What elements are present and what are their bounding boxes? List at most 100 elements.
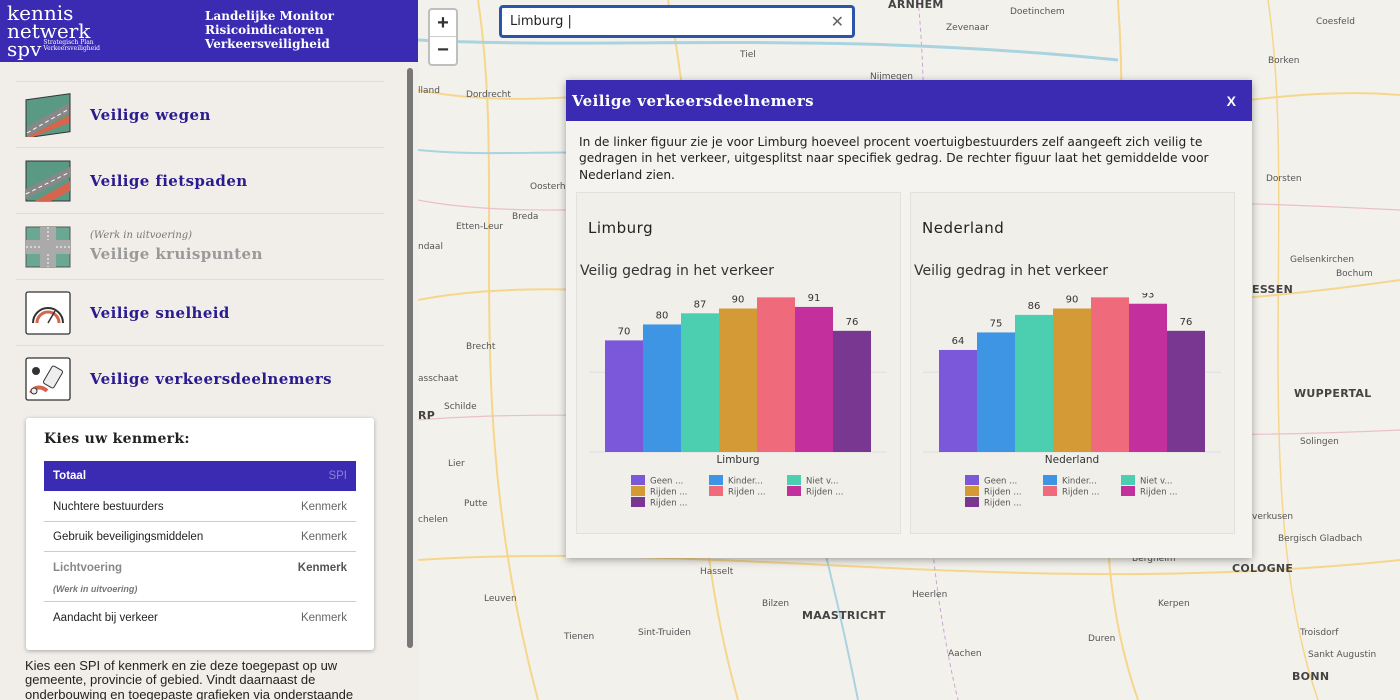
bar[interactable]: [939, 349, 977, 452]
data-label: 90: [732, 295, 745, 306]
bar[interactable]: [977, 332, 1015, 452]
legend-swatch[interactable]: [1121, 486, 1135, 496]
bar[interactable]: [757, 297, 795, 452]
legend-label: Rijden ...: [1062, 488, 1099, 498]
legend-swatch[interactable]: [631, 486, 645, 496]
map-label: Nijmegen: [870, 72, 913, 82]
bar[interactable]: [795, 306, 833, 452]
legend-swatch[interactable]: [631, 475, 645, 485]
kenmerk-label: Aandacht bij verkeer: [53, 612, 158, 624]
data-label: 87: [694, 299, 707, 310]
modal-header: Veilige verkeersdeelnemers X: [566, 80, 1252, 121]
menu-item-veilige-fietspaden[interactable]: Veilige fietspaden: [16, 147, 384, 213]
map-label: Leuven: [484, 594, 517, 604]
map-label: Troisdorf: [1300, 628, 1339, 638]
menu-item-veilige-snelheid[interactable]: Veilige snelheid: [16, 279, 384, 345]
theme-menu: Veilige wegen Veilige fietspaden (Werk i…: [16, 81, 384, 411]
legend-swatch[interactable]: [709, 486, 723, 496]
modal-description: In de linker figuur zie je voor Limburg …: [579, 135, 1209, 182]
legend-swatch[interactable]: [1043, 486, 1057, 496]
app-title-line: Risicoindicatoren Verkeersveiligheid: [205, 23, 330, 51]
legend-swatch[interactable]: [787, 475, 801, 485]
map-label: Doetinchem: [1010, 7, 1065, 17]
menu-item-veilige-kruispunten[interactable]: (Werk in uitvoering) Veilige kruispunten: [16, 213, 384, 279]
map-label: ESSEN: [1252, 283, 1294, 296]
logo[interactable]: kennis netwerk spv Strategisch Plan Verke…: [0, 3, 100, 59]
map-label: Lier: [448, 459, 465, 469]
kenmerk-row[interactable]: Nuchtere bestuurders Kenmerk: [44, 492, 356, 522]
legend-label: Rijden ...: [650, 488, 687, 498]
kenmerk-row[interactable]: Lichtvoering (Werk in uitvoering) Kenmer…: [44, 552, 356, 602]
legend-swatch[interactable]: [965, 486, 979, 496]
menu-item-veilige-wegen[interactable]: Veilige wegen: [16, 81, 384, 147]
map-label: Schilde: [444, 402, 477, 412]
map-label: asschaat: [418, 374, 459, 384]
zoom-in-button[interactable]: +: [430, 10, 456, 37]
road-icon: [24, 92, 72, 138]
map-label: Oosterhout: [530, 182, 581, 192]
bar[interactable]: [833, 330, 871, 452]
bar[interactable]: [643, 324, 681, 452]
legend-swatch[interactable]: [965, 497, 979, 507]
menu-item-label: Veilige wegen: [90, 105, 211, 124]
legend-label: Geen ...: [650, 477, 683, 487]
bar[interactable]: [719, 308, 757, 452]
logo-line: netwerk: [7, 18, 91, 43]
map-label: Brecht: [466, 342, 496, 352]
bike-path-icon: [24, 158, 72, 204]
bar[interactable]: [1091, 297, 1129, 452]
legend-swatch[interactable]: [965, 475, 979, 485]
kenmerk-label: Gebruik beveiligingsmiddelen: [53, 530, 204, 543]
map-label: lland: [418, 86, 440, 96]
menu-item-label: Veilige fietspaden: [90, 171, 248, 190]
header: kennis netwerk spv Strategisch Plan Verke…: [0, 0, 418, 62]
data-label: 76: [846, 317, 859, 328]
map-label: Solingen: [1300, 437, 1339, 447]
zoom-out-button[interactable]: −: [437, 39, 449, 61]
info-modal: Veilige verkeersdeelnemers X In de linke…: [566, 80, 1252, 558]
kenmerk-tag: Kenmerk: [297, 562, 347, 574]
clear-search-icon[interactable]: ✕: [830, 13, 844, 31]
legend-swatch[interactable]: [1043, 475, 1057, 485]
map-label: COLOGNE: [1232, 562, 1294, 575]
legend-label: Niet v...: [1140, 477, 1172, 487]
legend-label: Rijden ...: [1140, 488, 1177, 498]
search-box: ✕: [499, 5, 855, 38]
legend-swatch[interactable]: [631, 497, 645, 507]
map-label: Coesfeld: [1316, 17, 1355, 27]
kenmerk-tag: Kenmerk: [300, 530, 347, 543]
legend-label: Rijden ...: [806, 488, 843, 498]
chart-subtitle: Veilig gedrag in het verkeer: [580, 263, 775, 279]
map-label: Etten-Leur: [456, 222, 504, 232]
bar[interactable]: [605, 340, 643, 452]
intersection-icon: [24, 224, 72, 270]
legend-swatch[interactable]: [709, 475, 723, 485]
map-label: Bergisch Gladbach: [1278, 534, 1363, 544]
bar[interactable]: [1167, 330, 1205, 452]
data-label: 64: [952, 336, 965, 347]
bar[interactable]: [1129, 303, 1167, 452]
kenmerk-tag: SPI: [328, 470, 347, 482]
map-label: Dordrecht: [466, 90, 511, 100]
sidebar: kennis netwerk spv Strategisch Plan Verke…: [0, 0, 418, 700]
legend-swatch[interactable]: [787, 486, 801, 496]
sidebar-scrollbar[interactable]: [407, 68, 413, 648]
map-label: Bochum: [1336, 269, 1373, 279]
data-label: 97: [1104, 293, 1117, 294]
kenmerk-card: Kies uw kenmerk: Totaal SPI Nuchtere bes…: [26, 418, 374, 650]
bar[interactable]: [681, 313, 719, 452]
road-users-icon: [24, 356, 72, 402]
legend-label: Geen ...: [984, 477, 1017, 487]
close-button[interactable]: X: [1226, 92, 1236, 109]
bar[interactable]: [1015, 314, 1053, 452]
kenmerk-label: Lichtvoering: [53, 562, 123, 574]
search-input[interactable]: [510, 14, 831, 29]
menu-item-veilige-verkeersdeelnemers[interactable]: Veilige verkeersdeelnemers: [16, 345, 384, 411]
data-label: 97: [770, 293, 783, 294]
kenmerk-row-totaal[interactable]: Totaal SPI: [44, 461, 356, 491]
kenmerk-row[interactable]: Gebruik beveiligingsmiddelen Kenmerk: [44, 522, 356, 552]
bar[interactable]: [1053, 308, 1091, 452]
legend-label: Kinder...: [1062, 477, 1097, 487]
kenmerk-row[interactable]: Aandacht bij verkeer Kenmerk: [44, 602, 356, 634]
legend-swatch[interactable]: [1121, 475, 1135, 485]
